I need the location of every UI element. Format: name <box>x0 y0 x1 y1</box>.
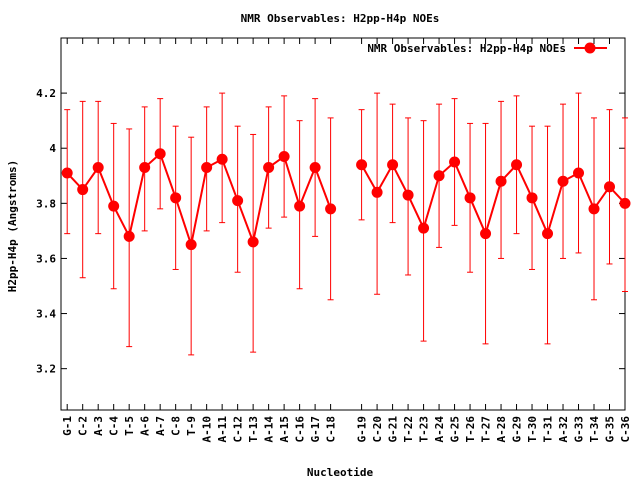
x-tick-label: G-25 <box>449 416 462 443</box>
x-tick-label: G-17 <box>309 416 322 443</box>
x-tick-label: C-4 <box>108 416 121 436</box>
data-point <box>185 239 197 251</box>
x-tick-label: T-13 <box>247 416 260 443</box>
data-point <box>61 167 73 179</box>
data-point <box>604 181 616 193</box>
data-point <box>294 200 306 212</box>
y-tick-label: 4.2 <box>36 87 56 100</box>
plot-axes: 3.2 3.4 3.6 3.8 4 4.2 G-1 C-2 A-3 C-4 T-5 A-6 A-7 C-8… <box>36 37 632 443</box>
data-point <box>263 162 275 174</box>
data-point <box>356 159 368 171</box>
x-tick-label: G-33 <box>573 416 586 443</box>
x-tick-label: A-32 <box>557 416 570 443</box>
y-tick-label: 3.4 <box>36 308 56 321</box>
data-point <box>418 222 430 234</box>
data-point <box>309 162 321 174</box>
data-point <box>247 236 259 248</box>
data-point <box>371 186 383 198</box>
data-point <box>232 195 244 207</box>
data-point <box>449 156 461 168</box>
data-point <box>542 228 554 240</box>
x-tick-label: C-18 <box>325 416 338 443</box>
data-point <box>170 192 182 204</box>
series-line <box>66 151 332 249</box>
plot-marks <box>61 92 631 356</box>
data-point <box>464 192 476 204</box>
data-point <box>123 230 135 242</box>
series-line <box>360 160 626 237</box>
data-point <box>433 170 445 182</box>
data-point <box>573 167 585 179</box>
x-tick-label: C-8 <box>170 416 183 436</box>
x-tick-label: G-35 <box>604 416 617 443</box>
data-point <box>201 162 213 174</box>
x-tick-label: C-12 <box>232 416 245 443</box>
x-tick-label: A-6 <box>139 416 152 436</box>
x-tick-label: T-34 <box>588 416 601 443</box>
x-tick-label: G-29 <box>511 416 524 443</box>
y-tick-label: 3.6 <box>36 252 56 265</box>
x-tick-label: G-21 <box>387 416 400 443</box>
x-tick-label: T-27 <box>480 416 493 443</box>
y-tick-label: 4 <box>49 142 56 155</box>
x-tick-label: T-30 <box>526 416 539 443</box>
x-tick-label: A-3 <box>92 416 105 436</box>
data-point <box>511 159 523 171</box>
data-point <box>526 192 538 204</box>
x-tick-label: A-14 <box>263 416 276 443</box>
data-point <box>108 200 120 212</box>
legend-marker <box>584 42 596 54</box>
x-tick-label: A-11 <box>216 416 229 443</box>
x-tick-label: G-1 <box>61 416 74 436</box>
x-tick-label: A-15 <box>278 416 291 443</box>
data-point <box>480 228 492 240</box>
data-point <box>77 184 89 196</box>
x-tick-label: T-5 <box>123 416 136 436</box>
data-point <box>495 175 507 187</box>
plot-frame <box>60 37 626 411</box>
x-tick-label: A-28 <box>495 416 508 443</box>
legend: NMR Observables: H2pp-H4p NOEs <box>367 42 607 55</box>
x-tick-label: C-2 <box>77 416 90 436</box>
x-tick-label: T-9 <box>185 416 198 436</box>
y-tick-label: 3.2 <box>36 363 56 376</box>
x-axis-label: Nucleotide <box>307 466 374 479</box>
x-tick-label: A-24 <box>433 416 446 443</box>
x-tick-label: C-20 <box>371 416 384 443</box>
data-point <box>588 203 600 215</box>
data-point <box>92 162 104 174</box>
legend-label: NMR Observables: H2pp-H4p NOEs <box>367 42 566 55</box>
data-point <box>325 203 337 215</box>
chart-title: NMR Observables: H2pp-H4p NOEs <box>241 12 440 25</box>
x-tick-label: T-23 <box>418 416 431 443</box>
y-tick-label: 3.8 <box>36 197 56 210</box>
data-point <box>139 162 151 174</box>
data-point <box>619 197 631 209</box>
data-point <box>387 159 399 171</box>
data-point <box>216 153 228 165</box>
data-point <box>402 189 414 201</box>
x-tick-label: A-10 <box>201 416 214 443</box>
data-point <box>154 148 166 160</box>
x-tick-label: G-19 <box>356 416 369 443</box>
x-tick-label: C-36 <box>619 416 632 443</box>
data-point <box>557 175 569 187</box>
x-tick-label: T-31 <box>542 416 555 443</box>
data-point <box>278 150 290 162</box>
y-axis-label: H2pp-H4p (Angstroms) <box>6 160 19 292</box>
x-tick-label: T-26 <box>464 416 477 443</box>
x-tick-label: T-22 <box>402 416 415 443</box>
x-tick-label: C-16 <box>294 416 307 443</box>
x-tick-label: A-7 <box>154 416 167 436</box>
